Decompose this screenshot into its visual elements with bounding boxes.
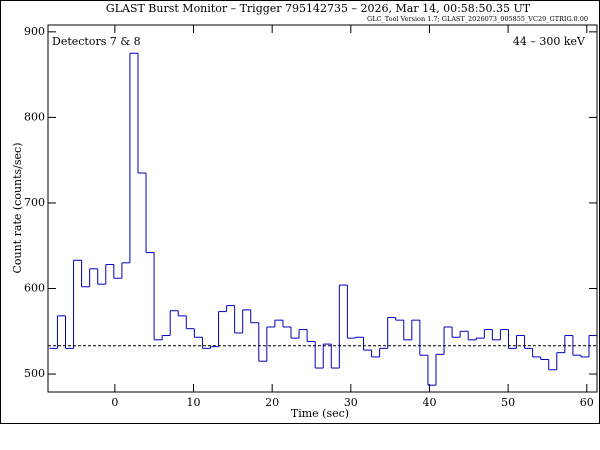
- y-tick-label: 900: [24, 25, 45, 38]
- x-axis-label: Time (sec): [291, 407, 349, 420]
- page-border: [0, 0, 600, 424]
- y-axis-label: Count rate (counts/sec): [11, 143, 24, 274]
- chart-subtitle: GLC_Tool Version 1.7; GLAST_2026073_0058…: [367, 15, 588, 23]
- y-tick-label: 500: [24, 367, 45, 380]
- x-tick-label: 50: [501, 396, 515, 409]
- y-tick-label: 600: [24, 281, 45, 294]
- x-tick-label: 20: [265, 396, 279, 409]
- y-tick-label: 700: [24, 196, 45, 209]
- x-tick-label: 10: [187, 396, 201, 409]
- x-tick-label: 40: [422, 396, 436, 409]
- plot-frame: [47, 24, 598, 393]
- x-tick-label: 60: [580, 396, 594, 409]
- energy-label: 44 – 300 keV: [513, 35, 586, 48]
- chart-title: GLAST Burst Monitor – Trigger 795142735 …: [106, 2, 531, 15]
- x-tick-label: 30: [344, 396, 358, 409]
- x-tick-label: 0: [111, 396, 118, 409]
- y-tick-label: 800: [24, 110, 45, 123]
- detector-label: Detectors 7 & 8: [52, 35, 141, 48]
